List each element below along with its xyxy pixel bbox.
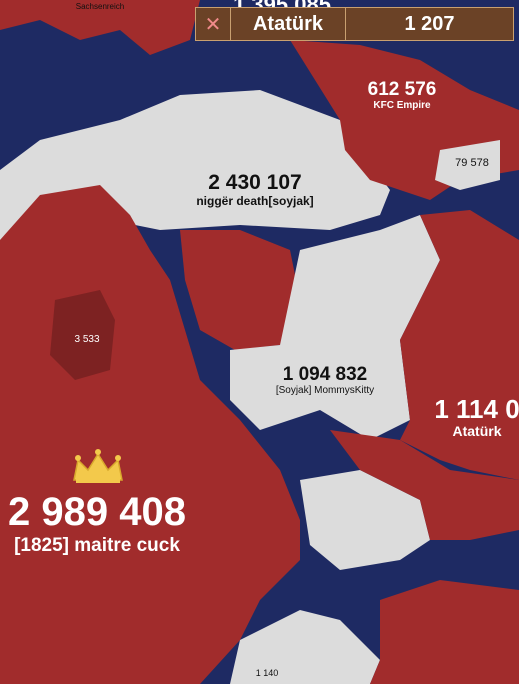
label-ataturk-name: Atatürk [452, 423, 502, 439]
label-sachsenreich: Sachsenreich [76, 1, 124, 11]
label-center-name: niggër death[soyjak] [196, 194, 314, 208]
label-79578: 79 578 [455, 158, 489, 169]
territory-mommyskitty[interactable] [230, 215, 440, 440]
territory-red-south[interactable] [330, 430, 519, 540]
territory-neutral-south[interactable] [300, 470, 430, 570]
label-1140: 1 140 [256, 669, 279, 678]
close-button[interactable]: ✕ [196, 8, 231, 40]
territory-red-mid[interactable] [180, 230, 300, 350]
territory-north-red[interactable] [0, 0, 200, 55]
label-kfc-empire: 612 576 KFC Empire [368, 80, 437, 111]
crown-icon [73, 449, 123, 483]
label-center-number: 2 430 107 [208, 171, 302, 194]
label-mommys-name: [Soyjak] MommysKitty [275, 385, 375, 396]
label-mommyskitty: 1 094 832 [Soyjak] MommysKitty [276, 365, 374, 396]
territory-red-bottom[interactable] [370, 580, 519, 684]
label-79578-number: 79 578 [455, 157, 489, 169]
label-ataturk: 1 114 0 Atatürk [434, 396, 519, 438]
label-1140-number: 1 140 [255, 668, 279, 678]
label-maitre-cuck: 2 989 408 [1825] maitre cuck [8, 492, 186, 555]
label-3533-number: 3 533 [74, 334, 100, 345]
label-kfc-number: 612 576 [367, 79, 437, 100]
player-count: 1 207 [404, 12, 455, 35]
label-mommys-number: 1 094 832 [282, 364, 368, 385]
label-kfc-name: KFC Empire [373, 100, 431, 111]
label-cuck-name: [1825] maitre cuck [14, 535, 180, 556]
territory-ataturk[interactable] [400, 210, 519, 480]
label-cuck-number: 2 989 408 [8, 490, 186, 534]
label-ataturk-number: 1 114 0 [434, 394, 519, 424]
label-sachsenreich-name: Sachsenreich [75, 2, 125, 11]
player-info-bar: ✕ Atatürk 1 207 [195, 7, 514, 41]
close-icon: ✕ [204, 13, 222, 36]
territory-1140[interactable] [230, 610, 380, 684]
label-3533: 3 533 [74, 335, 99, 345]
player-name: Atatürk [231, 8, 346, 40]
label-center: 2 430 107 niggër death[soyjak] [196, 172, 313, 207]
territory-3533[interactable] [50, 290, 115, 380]
territory-79578[interactable] [435, 140, 500, 190]
